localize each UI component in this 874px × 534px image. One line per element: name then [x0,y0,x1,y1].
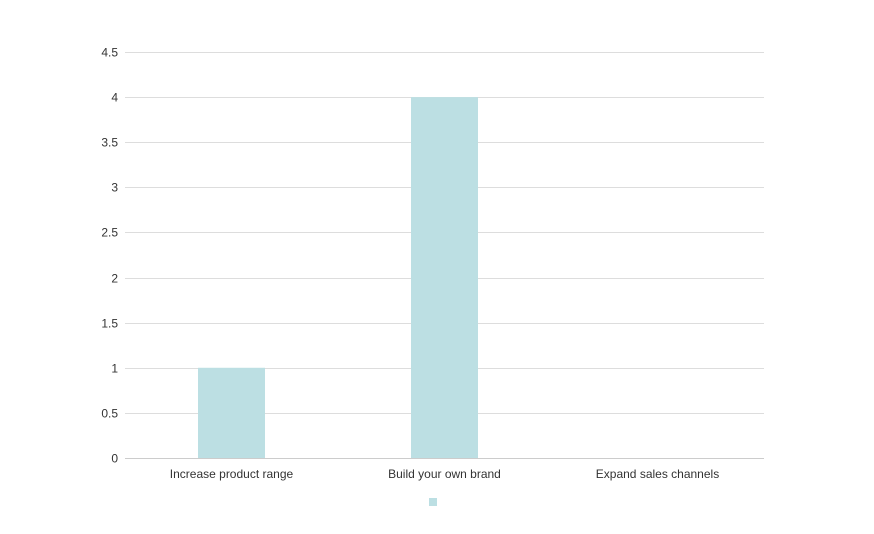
legend-swatch[interactable] [429,498,437,506]
y-tick-label: 4.5 [101,46,118,60]
x-tick-label: Increase product range [170,467,294,481]
y-tick-label: 0.5 [101,407,118,421]
bars [198,97,478,458]
y-tick-label: 1 [111,362,118,376]
y-tick-label: 3.5 [101,136,118,150]
y-tick-label: 3 [111,181,118,195]
y-tick-label: 1.5 [101,317,118,331]
x-tick-label: Build your own brand [388,467,501,481]
bar[interactable] [411,97,478,458]
y-tick-label: 4 [111,91,118,105]
y-axis-ticks: 0 0.5 1 1.5 2 2.5 3 3.5 4 4.5 [101,46,118,466]
y-tick-label: 2.5 [101,226,118,240]
y-tick-label: 0 [111,452,118,466]
x-tick-label: Expand sales channels [596,467,719,481]
legend [429,498,437,506]
y-tick-label: 2 [111,272,118,286]
x-axis-ticks: Increase product range Build your own bra… [170,467,719,481]
bar[interactable] [198,367,265,458]
